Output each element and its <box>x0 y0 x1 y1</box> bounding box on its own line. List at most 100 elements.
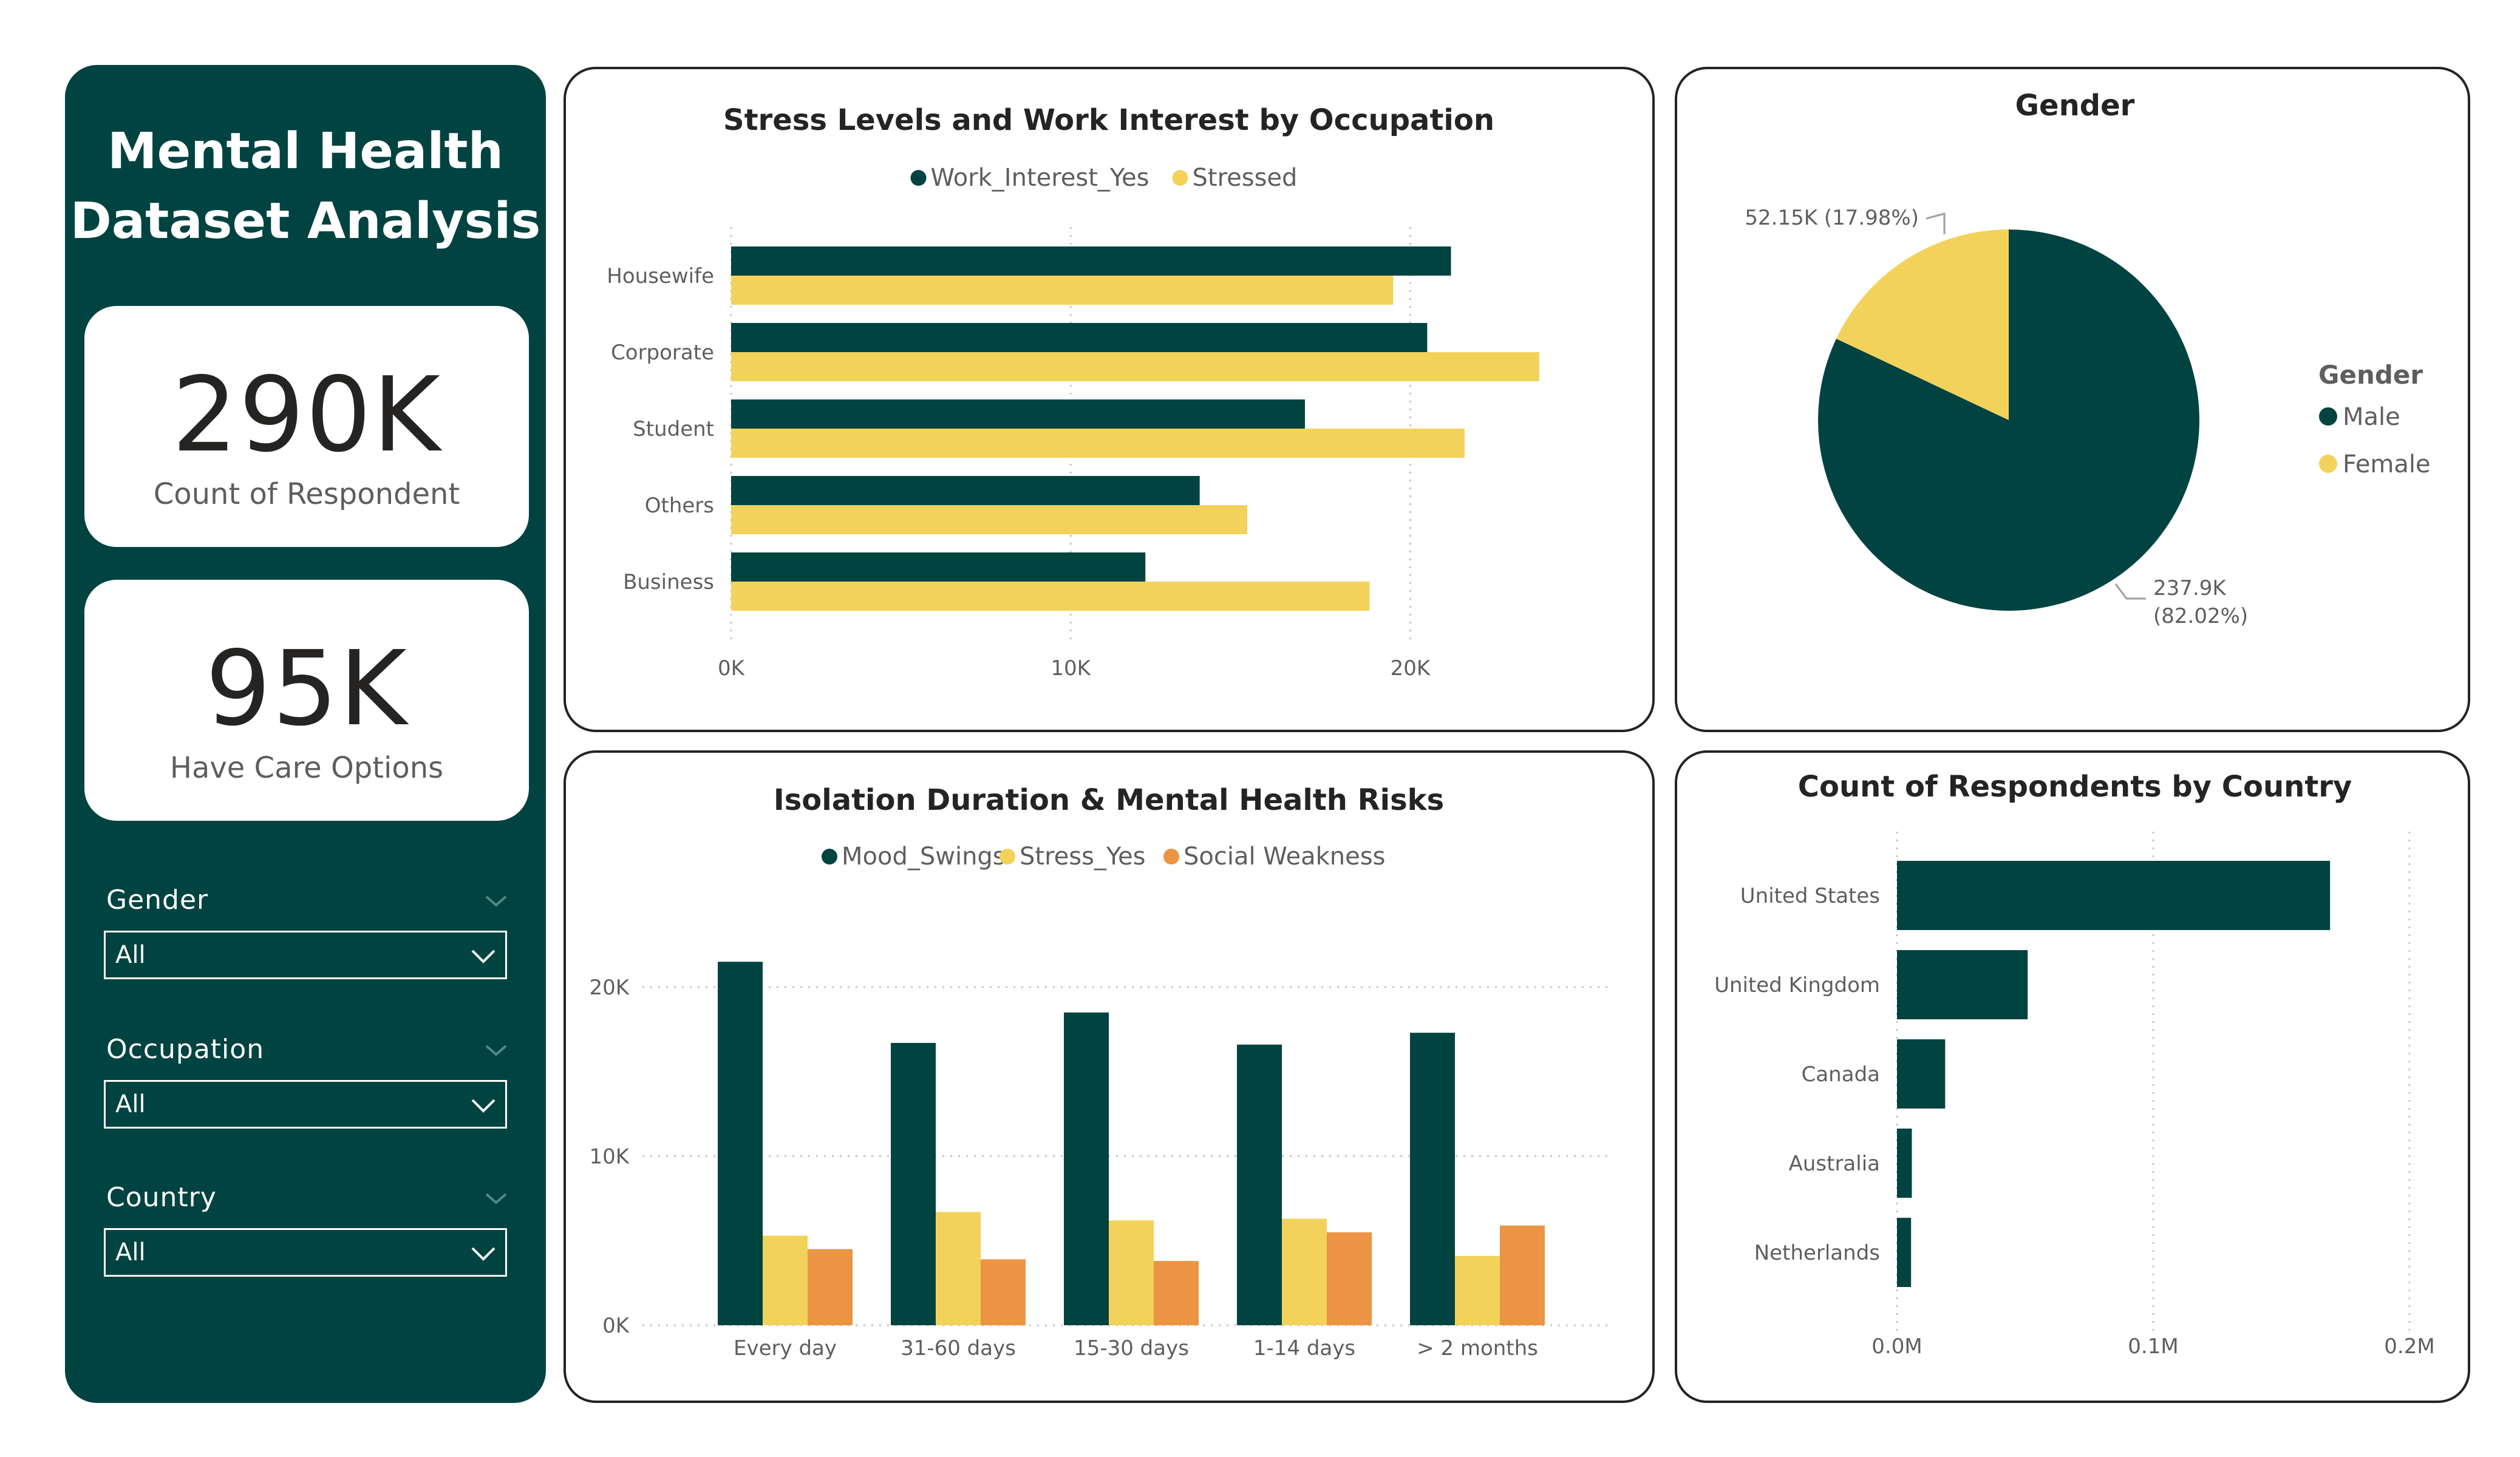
legend-label: Female <box>2343 450 2431 478</box>
gender-pie-chart: Gender 237.9K (82.02%) 52.15K (17.98%) Gen… <box>1745 89 2431 628</box>
chart-legend: Mood_Swings Stress_Yes Social Weakness <box>822 843 1385 871</box>
bar[interactable] <box>808 1249 853 1325</box>
legend-marker <box>2319 455 2337 473</box>
slicer-value: All <box>115 941 146 969</box>
legend-marker <box>1163 849 1179 864</box>
slicer-dropdown-occupation[interactable]: All <box>104 1080 507 1129</box>
kpi-value: 290K <box>172 355 441 475</box>
sidebar: Mental Health Dataset Analysis 290K Coun… <box>65 65 546 1403</box>
category-label: Student <box>633 417 714 441</box>
tick-label: 10K <box>589 1145 630 1169</box>
bar[interactable] <box>1154 1261 1199 1325</box>
bar[interactable] <box>1897 1039 1946 1109</box>
category-label: Every day <box>734 1336 837 1360</box>
bar[interactable] <box>1897 950 2028 1019</box>
kpi-value: 95K <box>205 629 408 749</box>
slicer-label-gender: Gender <box>106 885 209 915</box>
legend-label: Work_Interest_Yes <box>931 164 1149 192</box>
category-label: Business <box>623 570 714 594</box>
bar[interactable] <box>731 552 1146 582</box>
legend-label: Stress_Yes <box>1020 843 1146 871</box>
bar[interactable] <box>731 505 1247 534</box>
bar[interactable] <box>1410 1033 1455 1325</box>
bar[interactable] <box>731 399 1306 429</box>
bar[interactable] <box>936 1212 981 1325</box>
kpi-card-care-options: 95K Have Care Options <box>84 580 529 821</box>
category-label: 15-30 days <box>1074 1336 1189 1360</box>
kpi-card-respondents: 290K Count of Respondent <box>84 306 529 547</box>
legend-marker <box>1172 170 1188 186</box>
bar[interactable] <box>718 962 763 1325</box>
bar[interactable] <box>731 582 1370 611</box>
kpi-label: Count of Respondent <box>153 477 460 511</box>
category-label: Housewife <box>607 264 714 288</box>
legend-label: Mood_Swings <box>842 843 1006 871</box>
tick-label: 0.0M <box>1871 1334 1922 1359</box>
chevron-down-icon[interactable] <box>484 892 508 910</box>
bar[interactable] <box>731 246 1451 276</box>
category-label: > 2 months <box>1417 1336 1538 1360</box>
slicer-label-country: Country <box>106 1182 217 1213</box>
bar[interactable] <box>891 1042 936 1325</box>
data-label: 52.15K (17.98%) <box>1745 206 1919 230</box>
chart-title: Gender <box>2015 89 2135 123</box>
tick-label: 10K <box>1051 656 1091 681</box>
tick-label: 0K <box>602 1314 630 1338</box>
slicer-dropdown-country[interactable]: All <box>104 1228 507 1277</box>
bar[interactable] <box>731 276 1394 305</box>
bar[interactable] <box>1282 1218 1327 1325</box>
chevron-down-icon <box>471 949 495 963</box>
tick-label: 0K <box>718 656 746 681</box>
bar[interactable] <box>981 1259 1026 1325</box>
slicer-dropdown-gender[interactable]: All <box>104 931 507 979</box>
slicer-value: All <box>115 1238 146 1266</box>
bar[interactable] <box>731 429 1465 458</box>
bar[interactable] <box>731 476 1200 505</box>
pie-slice[interactable] <box>1836 229 2009 420</box>
legend-marker <box>822 849 837 864</box>
legend-marker <box>910 170 927 186</box>
isolation-chart-panel: Isolation Duration & Mental Health Risks… <box>564 750 1655 1403</box>
dashboard-title: Mental Health Dataset Analysis <box>65 117 546 256</box>
slicer-value: All <box>115 1090 146 1118</box>
bar[interactable] <box>763 1235 808 1325</box>
chevron-down-icon[interactable] <box>484 1041 508 1059</box>
category-label: Netherlands <box>1754 1241 1880 1265</box>
legend-label: Social Weakness <box>1183 843 1385 871</box>
data-label: (82.02%) <box>2153 604 2248 628</box>
bar[interactable] <box>1237 1044 1282 1325</box>
occupation-bar-chart: Stress Levels and Work Interest by Occup… <box>607 103 1539 681</box>
bar[interactable] <box>1327 1232 1372 1325</box>
category-label: United States <box>1740 884 1880 908</box>
legend-label: Stressed <box>1193 164 1298 192</box>
bar[interactable] <box>731 323 1428 352</box>
bar[interactable] <box>731 352 1539 381</box>
legend-label: Male <box>2343 403 2400 431</box>
bar[interactable] <box>1500 1225 1545 1325</box>
bar[interactable] <box>1455 1255 1500 1325</box>
category-label: United Kingdom <box>1714 973 1880 997</box>
bar[interactable] <box>1109 1220 1154 1325</box>
category-label: Corporate <box>611 341 714 365</box>
chevron-down-icon[interactable] <box>484 1189 508 1207</box>
chart-title: Isolation Duration & Mental Health Risks <box>774 783 1444 817</box>
tick-label: 20K <box>589 976 630 1000</box>
occupation-chart-panel: Stress Levels and Work Interest by Occup… <box>564 67 1655 732</box>
bar[interactable] <box>1897 861 2331 930</box>
chart-title: Stress Levels and Work Interest by Occup… <box>723 103 1494 137</box>
country-bar-chart: Count of Respondents by Country United S… <box>1714 770 2435 1359</box>
category-label: 31-60 days <box>901 1336 1016 1360</box>
chevron-down-icon <box>471 1247 495 1261</box>
tick-label: 0.1M <box>2128 1334 2178 1359</box>
chevron-down-icon <box>471 1099 495 1113</box>
bar[interactable] <box>1064 1012 1109 1325</box>
bar[interactable] <box>1897 1218 1912 1287</box>
tick-label: 20K <box>1391 656 1431 681</box>
kpi-label: Have Care Options <box>169 751 444 785</box>
chart-legend: Gender Male Female <box>2318 360 2431 478</box>
chart-legend: Work_Interest_Yes Stressed <box>910 164 1298 192</box>
category-label: 1-14 days <box>1253 1336 1355 1360</box>
legend-title: Gender <box>2318 360 2423 390</box>
dashboard-title-line1: Mental Health <box>107 123 504 180</box>
bar[interactable] <box>1897 1129 1912 1198</box>
